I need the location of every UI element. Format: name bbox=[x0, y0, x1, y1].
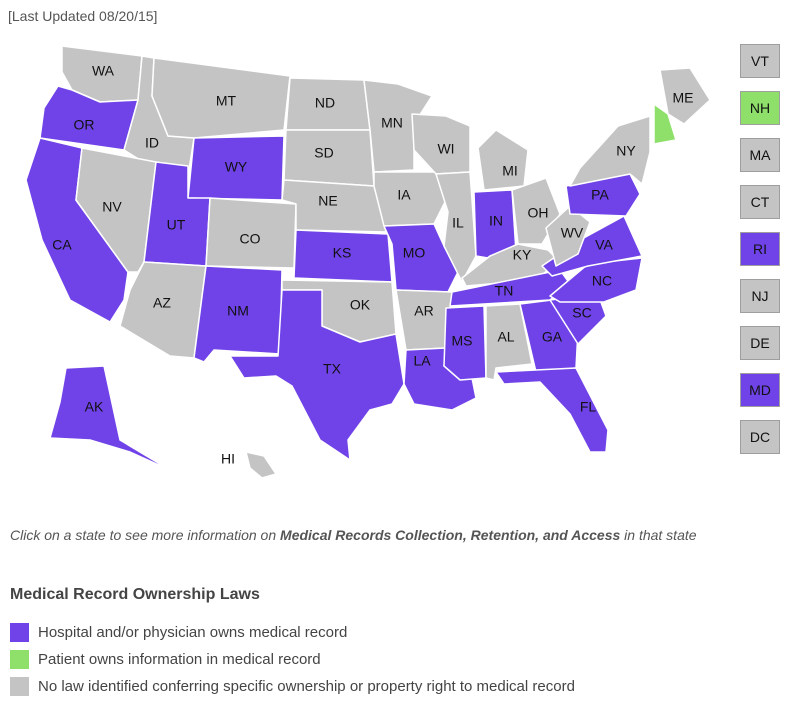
state-nm[interactable] bbox=[193, 265, 283, 363]
state-wv[interactable] bbox=[545, 205, 591, 267]
instructions-text-end: in that state bbox=[620, 527, 697, 543]
state-ms[interactable] bbox=[443, 305, 487, 381]
state-box-ri[interactable]: RI bbox=[740, 232, 780, 266]
state-ak[interactable] bbox=[49, 365, 171, 471]
state-box-nj[interactable]: NJ bbox=[740, 279, 780, 313]
legend-label-patient: Patient owns information in medical reco… bbox=[38, 651, 321, 668]
state-box-vt[interactable]: VT bbox=[740, 44, 780, 78]
state-box-dc[interactable]: DC bbox=[740, 420, 780, 454]
legend-swatch-owns bbox=[10, 623, 29, 642]
legend-swatch-patient bbox=[10, 650, 29, 669]
legend-item-patient: Patient owns information in medical reco… bbox=[10, 650, 321, 669]
state-fl[interactable] bbox=[495, 367, 609, 453]
state-box-ma[interactable]: MA bbox=[740, 138, 780, 172]
state-az[interactable] bbox=[119, 261, 207, 359]
us-state-map: WAORCAIDNVMTWYUTAZCONMNDSDNEKSOKTXMNIAMO… bbox=[25, 45, 711, 479]
state-ia[interactable] bbox=[373, 171, 447, 227]
legend-label-owns: Hospital and/or physician owns medical r… bbox=[38, 624, 348, 641]
state-tx[interactable] bbox=[229, 289, 405, 461]
state-box-md[interactable]: MD bbox=[740, 373, 780, 407]
state-wi[interactable] bbox=[411, 113, 471, 175]
legend-label-none: No law identified conferring specific ow… bbox=[38, 678, 575, 695]
legend-title: Medical Record Ownership Laws bbox=[10, 586, 260, 603]
state-ne[interactable] bbox=[281, 179, 387, 233]
state-ar[interactable] bbox=[395, 289, 453, 351]
state-box-nh[interactable]: NH bbox=[740, 91, 780, 125]
state-ny[interactable] bbox=[569, 115, 651, 187]
state-mi[interactable] bbox=[477, 129, 529, 191]
state-wy[interactable] bbox=[187, 135, 285, 201]
state-sd[interactable] bbox=[283, 129, 375, 187]
legend-item-owns: Hospital and/or physician owns medical r… bbox=[10, 623, 347, 642]
instructions-topic: Medical Records Collection, Retention, a… bbox=[280, 527, 621, 543]
state-box-de[interactable]: DE bbox=[740, 326, 780, 360]
legend-swatch-none bbox=[10, 677, 29, 696]
state-nd[interactable] bbox=[285, 77, 371, 131]
state-label-hi: HI bbox=[221, 451, 235, 467]
state-co[interactable] bbox=[205, 197, 297, 269]
map-instructions: Click on a state to see more information… bbox=[10, 527, 697, 543]
state-box-ct[interactable]: CT bbox=[740, 185, 780, 219]
state-mt[interactable] bbox=[151, 57, 291, 139]
state-nh[interactable] bbox=[653, 103, 677, 145]
state-il[interactable] bbox=[435, 171, 477, 283]
state-mo[interactable] bbox=[383, 223, 459, 293]
instructions-text: Click on a state to see more information… bbox=[10, 527, 281, 543]
state-me[interactable] bbox=[659, 67, 711, 125]
state-hi[interactable] bbox=[245, 451, 277, 479]
last-updated-note: [Last Updated 08/20/15] bbox=[8, 8, 158, 24]
legend-item-none: No law identified conferring specific ow… bbox=[10, 677, 575, 696]
state-ks[interactable] bbox=[293, 229, 393, 283]
